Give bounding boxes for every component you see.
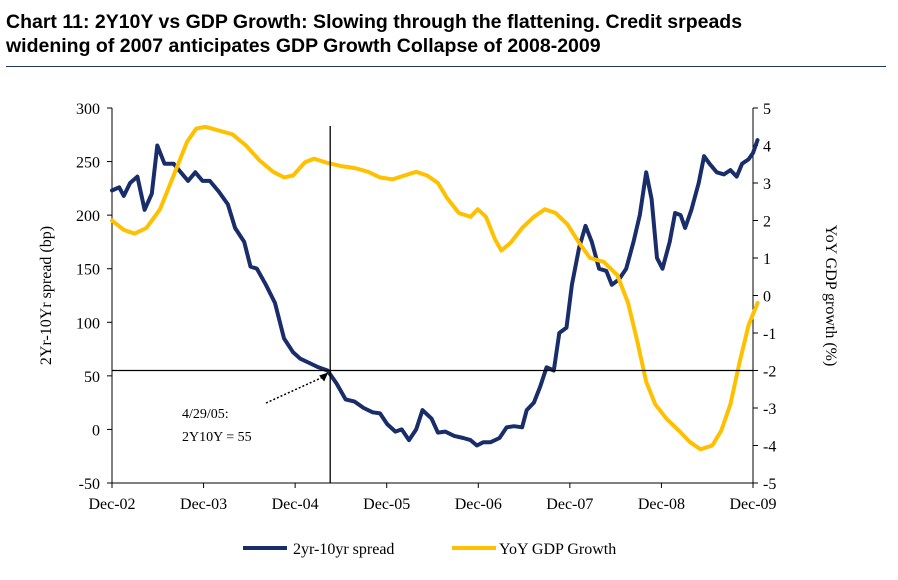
left-y-tick-label: 100 xyxy=(76,315,100,332)
x-tick-label: Dec-08 xyxy=(638,496,685,513)
right-y-tick-label: -4 xyxy=(763,439,776,456)
right-y-tick-label: 3 xyxy=(763,176,771,193)
title-divider xyxy=(6,66,886,67)
right-y-tick-label: -3 xyxy=(763,401,776,418)
x-tick-label: Dec-04 xyxy=(272,496,319,513)
right-y-tick-label: -5 xyxy=(763,476,776,493)
left-y-tick-label: 150 xyxy=(76,262,100,279)
chart-title: Chart 11: 2Y10Y vs GDP Growth: Slowing t… xyxy=(6,10,886,58)
chart-axes: -50 0 50 100 150 200 250 300 -5 -4 -3 -2 -1 0 1 2 3 4 5 Dec… xyxy=(38,101,839,513)
right-y-axis-label: YoY GDP growth (%) xyxy=(822,225,839,367)
right-y-tick-label: 5 xyxy=(763,101,771,118)
x-tick-label: Dec-09 xyxy=(729,496,776,513)
x-tick-label: Dec-05 xyxy=(363,496,410,513)
right-y-tick-label: -2 xyxy=(763,364,776,381)
legend-label: YoY GDP Growth xyxy=(499,541,616,558)
left-y-tick-label: 50 xyxy=(84,369,100,386)
annotation-date: 4/29/05: xyxy=(182,407,229,422)
right-y-tick-label: 1 xyxy=(763,251,771,268)
left-y-tick-label: -50 xyxy=(79,476,100,493)
right-y-tick-label: 0 xyxy=(763,289,771,306)
x-tick-label: Dec-02 xyxy=(88,496,135,513)
series-line-spread xyxy=(110,138,760,448)
x-tick-label: Dec-03 xyxy=(180,496,227,513)
series-line-gdp-growth xyxy=(110,124,760,452)
annotation-arrow xyxy=(265,375,325,404)
left-y-tick-label: 250 xyxy=(76,155,100,172)
chart-title-line1: Chart 11: 2Y10Y vs GDP Growth: Slowing t… xyxy=(6,11,743,33)
chart-title-line2: widening of 2007 anticipates GDP Growth … xyxy=(6,35,601,57)
chart-series-layer xyxy=(110,124,760,452)
chart-legend: 2yr-10yr spread YoY GDP Growth xyxy=(243,541,616,558)
left-y-tick-label: 300 xyxy=(76,101,100,118)
right-y-tick-label: -1 xyxy=(763,326,776,343)
left-y-tick-label: 0 xyxy=(92,422,100,439)
left-y-axis-label: 2Yr-10Yr spread (bp) xyxy=(38,226,55,365)
annotation-value: 2Y10Y = 55 xyxy=(182,430,252,445)
chart-annotation-layer: 4/29/05: 2Y10Y = 55 xyxy=(112,126,753,483)
legend-label: 2yr-10yr spread xyxy=(293,541,394,558)
right-y-tick-label: 4 xyxy=(763,139,771,156)
x-tick-label: Dec-07 xyxy=(546,496,593,513)
annotation-arrowhead xyxy=(319,372,329,382)
left-y-tick-label: 200 xyxy=(76,208,100,225)
x-tick-label: Dec-06 xyxy=(455,496,502,513)
right-y-tick-label: 2 xyxy=(763,214,771,231)
